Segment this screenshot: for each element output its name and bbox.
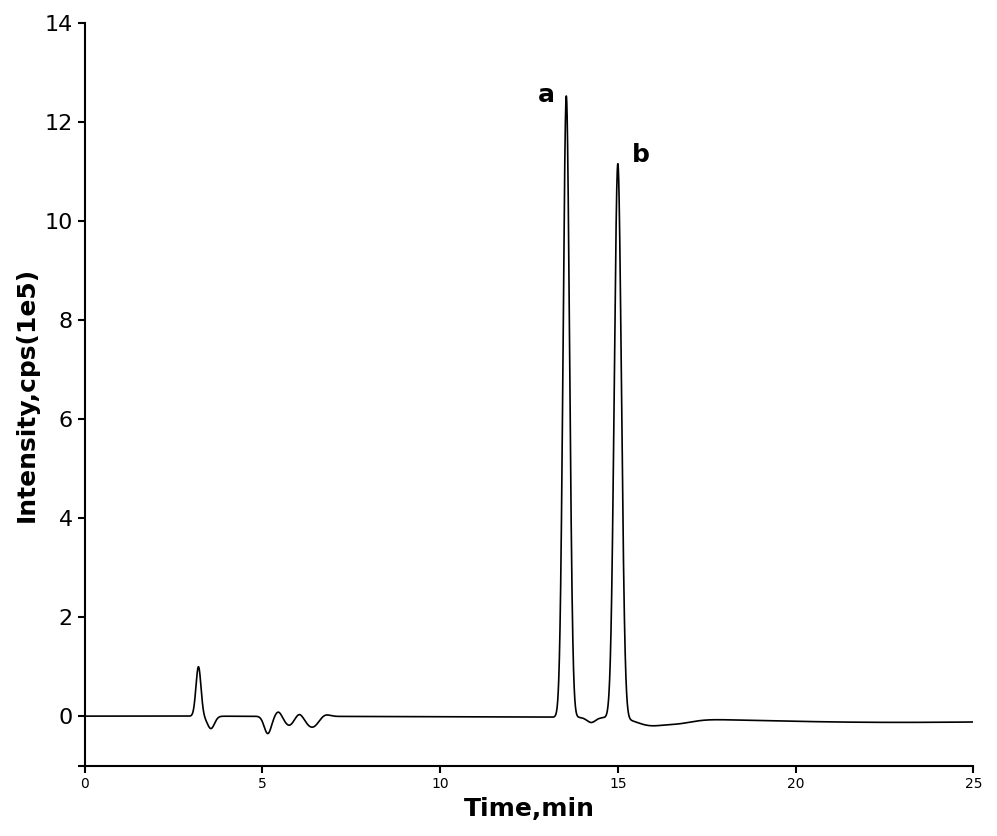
Text: b: b — [632, 143, 650, 166]
Y-axis label: Intensity,cps(1e5): Intensity,cps(1e5) — [15, 267, 39, 522]
X-axis label: Time,min: Time,min — [464, 797, 594, 821]
Text: a: a — [538, 83, 555, 107]
